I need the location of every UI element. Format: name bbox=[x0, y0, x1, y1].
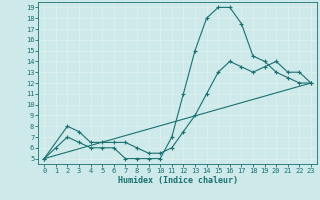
X-axis label: Humidex (Indice chaleur): Humidex (Indice chaleur) bbox=[118, 176, 238, 185]
